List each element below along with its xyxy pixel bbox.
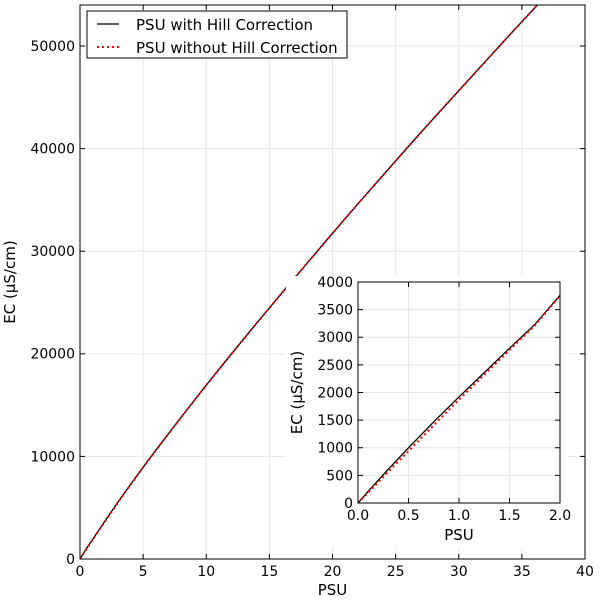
main-x-axis-label: PSU	[318, 581, 348, 599]
legend-label-with-hill: PSU with Hill Correction	[136, 16, 313, 34]
inset-y-tick-label: 3500	[317, 303, 353, 319]
inset-ticks: 0.0 0.5 1.0 1.5 2.0 0 500 1000 1500 2000 2500 3000 3…	[317, 275, 571, 524]
main-series	[80, 5, 539, 559]
main-y-axis-label: EC (μS/cm)	[1, 240, 19, 323]
legend-label-without-hill: PSU without Hill Correction	[136, 39, 338, 57]
inset-plot: 0.0 0.5 1.0 1.5 2.0 0 500 1000 1500 2000 2500 3000 3…	[286, 275, 571, 547]
inset-y-tick-label: 500	[326, 468, 353, 484]
main-x-tick-label: 10	[197, 564, 215, 580]
inset-y-tick-label: 1000	[317, 441, 353, 457]
main-y-tick-label: 20000	[30, 347, 75, 363]
inset-y-tick-label: 4000	[317, 275, 353, 291]
legend-box	[86, 10, 348, 59]
main-x-tick-label: 35	[513, 564, 531, 580]
inset-x-tick-label: 0.5	[397, 508, 419, 524]
inset-y-tick-label: 2000	[317, 385, 353, 401]
main-x-tick-label: 5	[139, 564, 148, 580]
main-x-tick-label: 0	[76, 564, 85, 580]
main-y-tick-label: 40000	[30, 142, 75, 158]
inset-series	[358, 294, 560, 503]
inset-x-axis-label: PSU	[444, 526, 474, 544]
inset-y-axis-label: EC (μS/cm)	[288, 351, 306, 434]
main-y-tick-label: 30000	[30, 244, 75, 260]
main-y-tick-label: 0	[66, 552, 75, 568]
main-series-with-hill-line	[80, 5, 539, 559]
inset-x-tick-label: 1.5	[498, 508, 520, 524]
main-x-tick-label: 15	[260, 564, 278, 580]
main-x-tick-label: 40	[576, 564, 594, 580]
inset-y-tick-label: 0	[344, 496, 353, 512]
main-ticks: 0 5 10 15 20 25 30 35 40010000200003000040000500…	[30, 5, 594, 580]
main-y-tick-label: 10000	[30, 449, 75, 465]
inset-x-tick-label: 0.0	[347, 508, 369, 524]
main-x-tick-label: 25	[387, 564, 405, 580]
inset-x-tick-label: 1.0	[448, 508, 470, 524]
inset-background	[286, 276, 568, 547]
main-x-tick-label: 30	[450, 564, 468, 580]
legend: PSU with Hill Correction PSU without Hil…	[86, 10, 348, 59]
inset-y-tick-label: 1500	[317, 413, 353, 429]
inset-y-tick-label: 2500	[317, 358, 353, 374]
inset-y-tick-label: 3000	[317, 330, 353, 346]
inset-series-with-hill-line	[358, 294, 560, 503]
main-x-tick-label: 20	[324, 564, 342, 580]
inset-x-tick-label: 2.0	[549, 508, 571, 524]
main-y-tick-label: 50000	[30, 39, 75, 55]
